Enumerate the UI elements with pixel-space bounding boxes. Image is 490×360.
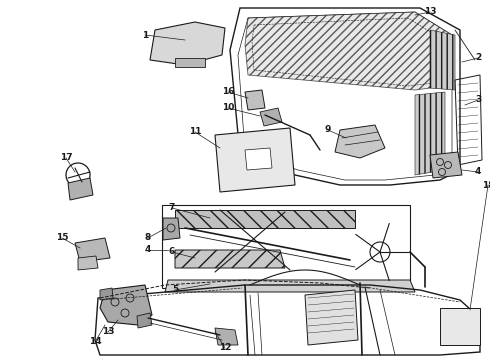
- Polygon shape: [68, 178, 93, 200]
- Polygon shape: [78, 256, 98, 270]
- Polygon shape: [305, 290, 358, 345]
- Text: 15: 15: [56, 234, 68, 243]
- Polygon shape: [100, 288, 113, 300]
- Polygon shape: [335, 125, 385, 158]
- Polygon shape: [245, 148, 272, 170]
- Polygon shape: [175, 250, 285, 268]
- Text: 8: 8: [145, 234, 151, 243]
- Text: 5: 5: [172, 285, 178, 294]
- Polygon shape: [430, 30, 455, 90]
- Polygon shape: [440, 308, 480, 345]
- Text: 11: 11: [189, 127, 201, 136]
- Polygon shape: [163, 218, 180, 240]
- Text: 12: 12: [219, 343, 231, 352]
- Polygon shape: [245, 12, 452, 90]
- Text: 2: 2: [475, 54, 481, 63]
- Polygon shape: [245, 90, 265, 110]
- Polygon shape: [150, 22, 225, 65]
- Text: 9: 9: [325, 126, 331, 135]
- Text: 7: 7: [169, 203, 175, 212]
- Text: 3: 3: [475, 95, 481, 104]
- Polygon shape: [415, 92, 445, 175]
- Text: 16: 16: [222, 87, 234, 96]
- Polygon shape: [260, 108, 282, 126]
- Text: 13: 13: [102, 328, 114, 337]
- Text: 4: 4: [145, 246, 151, 255]
- Polygon shape: [137, 313, 152, 328]
- Text: 6: 6: [169, 248, 175, 256]
- Polygon shape: [175, 210, 355, 228]
- Polygon shape: [215, 128, 295, 192]
- Text: 18: 18: [482, 180, 490, 189]
- Polygon shape: [100, 285, 152, 325]
- Text: 13: 13: [424, 8, 436, 17]
- Polygon shape: [215, 328, 238, 345]
- Polygon shape: [430, 152, 462, 178]
- Text: 10: 10: [222, 104, 234, 112]
- Text: 1: 1: [142, 31, 148, 40]
- Polygon shape: [75, 238, 110, 262]
- Polygon shape: [175, 58, 205, 67]
- Text: 14: 14: [89, 338, 101, 346]
- Polygon shape: [165, 280, 415, 292]
- Text: 17: 17: [60, 153, 73, 162]
- Text: 4: 4: [475, 167, 481, 176]
